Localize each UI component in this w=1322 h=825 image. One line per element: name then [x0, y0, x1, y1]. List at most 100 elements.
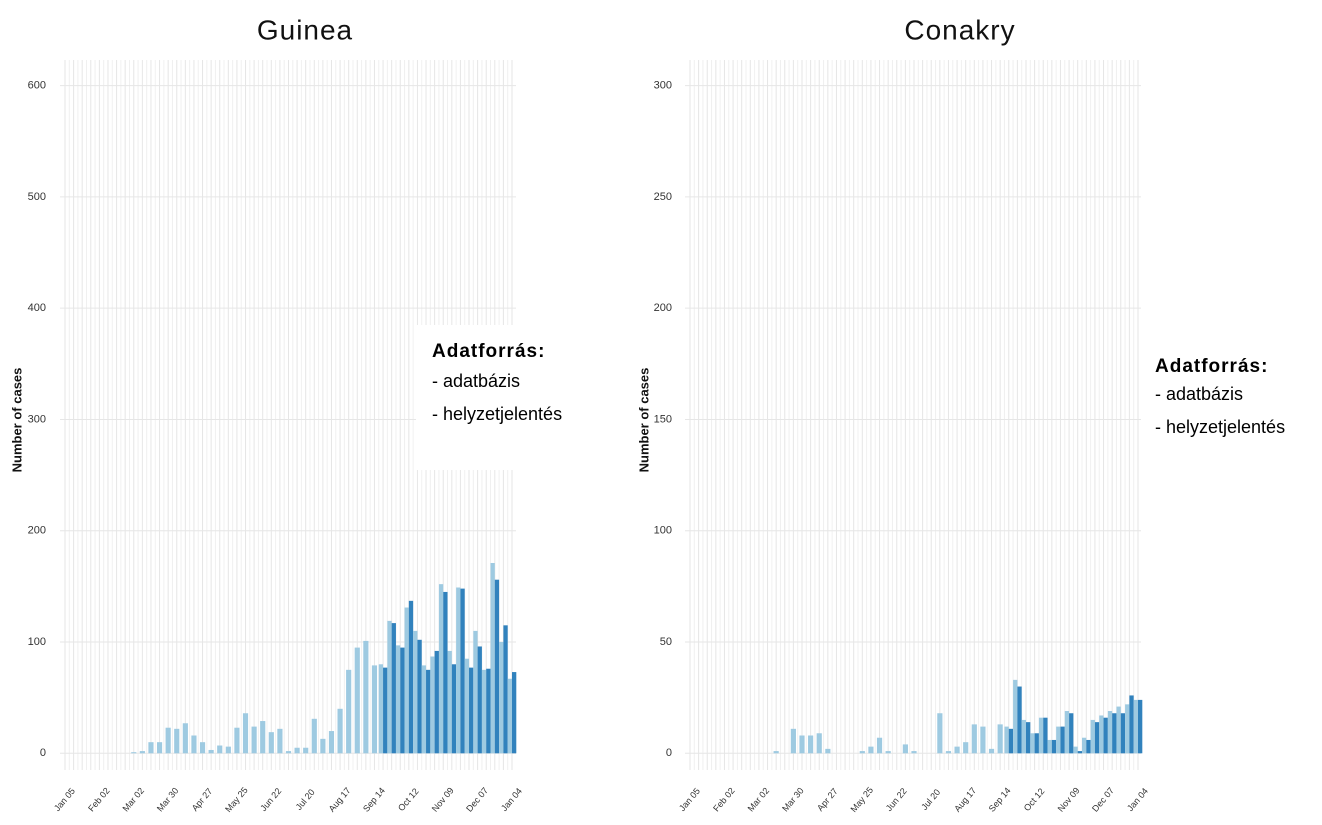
- x-tick-label: Jun 22: [884, 786, 909, 813]
- y-tick-label: 0: [666, 747, 672, 759]
- bar: [1026, 722, 1031, 754]
- y-tick-label: 250: [654, 191, 672, 203]
- y-tick-label: 400: [28, 302, 46, 314]
- bar: [217, 745, 223, 754]
- x-tick-label: Jul 20: [919, 787, 942, 812]
- bar: [417, 639, 422, 754]
- chart-title: Conakry: [904, 14, 1015, 45]
- bar: [1047, 739, 1052, 754]
- legend-title: Adatforrás:: [432, 341, 545, 362]
- bar: [1051, 739, 1057, 754]
- x-tick-label: Oct 12: [396, 786, 421, 813]
- bar: [303, 747, 309, 754]
- bar: [346, 669, 352, 754]
- bar: [799, 735, 805, 754]
- bar: [876, 737, 883, 754]
- bar: [182, 723, 188, 754]
- bar: [434, 650, 439, 754]
- y-axis-label: Number of cases: [636, 368, 651, 473]
- bar: [469, 667, 474, 754]
- bar: [1129, 695, 1134, 754]
- chart-title: Guinea: [257, 14, 353, 45]
- x-tick-label: Aug 17: [327, 785, 353, 813]
- bar: [1017, 686, 1022, 754]
- bar: [391, 623, 396, 754]
- bar: [1056, 726, 1061, 754]
- bar: [131, 752, 137, 754]
- bar: [363, 640, 369, 754]
- bar: [859, 751, 865, 754]
- bar: [1060, 726, 1065, 754]
- bar: [971, 724, 977, 754]
- bar: [174, 728, 180, 754]
- bar: [438, 584, 444, 754]
- bar: [1038, 717, 1044, 754]
- bar: [1086, 739, 1091, 754]
- bar: [473, 630, 478, 754]
- x-tick-label: Nov 09: [430, 785, 456, 813]
- bar: [1099, 715, 1104, 754]
- y-tick-label: 100: [28, 636, 46, 648]
- bar: [503, 625, 508, 754]
- y-tick-label: 300: [28, 413, 46, 425]
- bar: [456, 587, 461, 754]
- bar: [430, 656, 435, 754]
- y-tick-label: 200: [28, 525, 46, 537]
- bar: [225, 746, 231, 754]
- bar: [808, 735, 814, 754]
- x-tick-label: Mar 30: [155, 786, 181, 814]
- bar: [199, 742, 206, 754]
- x-tick-label: Sep 14: [987, 785, 1013, 813]
- bar: [911, 751, 917, 754]
- bar: [148, 742, 154, 754]
- bar: [387, 620, 392, 754]
- bar: [773, 751, 779, 754]
- bar: [260, 721, 266, 754]
- bar: [477, 646, 482, 754]
- bar: [139, 751, 145, 754]
- x-tick-label: Jun 22: [258, 786, 283, 813]
- bar: [1004, 726, 1009, 754]
- bar: [443, 591, 448, 754]
- bar: [460, 588, 465, 754]
- bar: [378, 664, 384, 754]
- bar: [451, 664, 457, 754]
- bar: [499, 642, 504, 754]
- bar: [421, 665, 427, 754]
- bar: [1103, 717, 1108, 754]
- bar: [1082, 737, 1087, 754]
- y-tick-label: 500: [28, 191, 46, 203]
- bar: [507, 678, 512, 754]
- bar: [1069, 713, 1074, 754]
- bar: [1138, 699, 1143, 754]
- bar: [1013, 679, 1018, 754]
- bar: [1021, 719, 1026, 754]
- bar: [980, 726, 986, 754]
- bar: [1094, 722, 1100, 754]
- legend-background: [416, 325, 602, 470]
- bar: [885, 751, 891, 754]
- x-tick-label: Jul 20: [294, 787, 317, 812]
- bar: [277, 728, 283, 754]
- bar: [208, 749, 214, 754]
- bar: [408, 600, 414, 754]
- bar: [354, 647, 360, 754]
- x-tick-label: Feb 02: [86, 786, 112, 814]
- bar: [486, 668, 491, 754]
- bar: [242, 713, 249, 754]
- bar: [447, 650, 452, 754]
- bar: [825, 748, 831, 754]
- legend-title: Adatforrás:: [1155, 356, 1268, 377]
- x-tick-label: Jan 04: [1125, 786, 1150, 813]
- bar: [1107, 711, 1113, 754]
- x-tick-label: Apr 27: [815, 786, 840, 813]
- bar: [156, 742, 163, 754]
- bar: [945, 751, 952, 754]
- bar: [311, 718, 317, 754]
- bar: [1034, 733, 1039, 754]
- bar: [1073, 746, 1078, 754]
- x-tick-label: Jan 05: [677, 786, 702, 813]
- y-tick-label: 300: [654, 80, 672, 92]
- bar: [902, 744, 908, 754]
